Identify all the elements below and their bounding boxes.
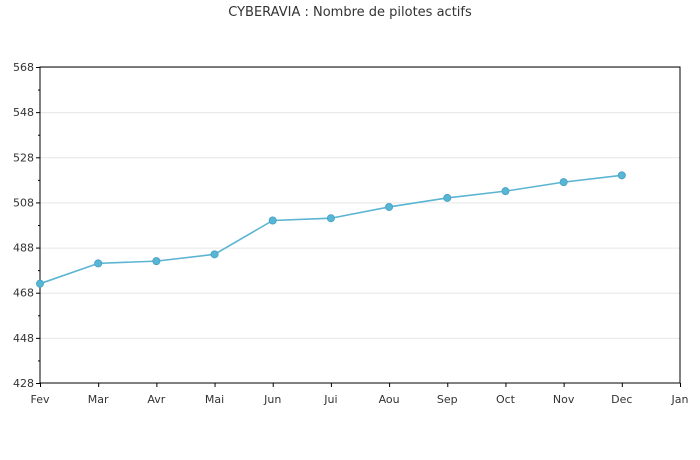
data-point [385,202,394,211]
y-tick-label: 508 [13,196,34,209]
y-tick-label: 488 [13,242,34,255]
x-tick-label: Aou [379,393,400,406]
x-tick-label: Oct [496,393,516,406]
x-tick-label: Mai [205,393,224,406]
y-tick-label: 548 [13,106,34,119]
x-tick-label: Sep [437,393,458,406]
data-point [443,193,452,202]
data-point [210,250,219,259]
chart-title: CYBERAVIA : Nombre de pilotes actifs [228,5,472,20]
data-point [152,257,161,266]
y-axis: 428 448 468 488 508 528 548 568 [13,61,40,390]
data-point [617,171,626,180]
x-tick-label: Jan [671,393,689,406]
data-point [326,214,335,223]
series [36,171,626,288]
y-tick-label: 428 [13,377,34,390]
x-tick-label: Nov [553,393,575,406]
x-tick-label: Dec [611,393,632,406]
data-point [268,216,277,225]
x-tick-label: Mar [88,393,109,406]
x-axis: Fev Mar Avr Mai Jun Jui Aou Sep Oct Nov Dec Jan [30,383,689,406]
y-tick-label: 528 [13,151,34,164]
x-tick-label: Avr [147,393,165,406]
x-tick-label: Jui [323,393,337,406]
x-tick-label: Fev [30,393,49,406]
data-point [36,279,45,288]
gridlines [40,67,680,339]
y-tick-label: 568 [13,61,34,74]
y-tick-label: 468 [13,287,34,300]
data-point [559,178,568,187]
data-point [501,187,510,196]
x-tick-label: Jun [263,393,281,406]
y-tick-label: 448 [13,332,34,345]
series-line [39,174,622,285]
data-point [94,259,103,268]
plot-area-frame [39,66,681,384]
